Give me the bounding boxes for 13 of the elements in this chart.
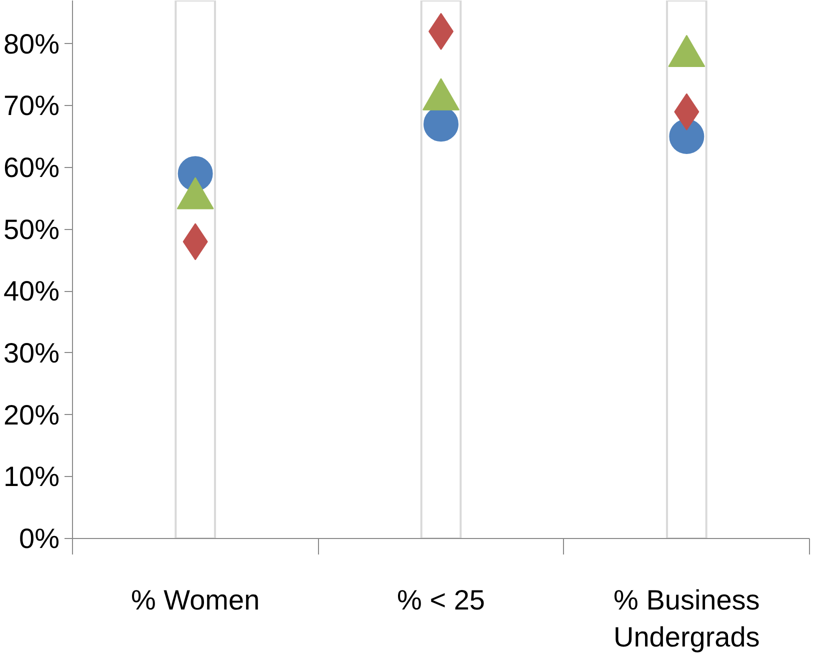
y-tick-label: 20% xyxy=(3,399,60,430)
y-tick-label: 0% xyxy=(19,523,60,554)
y-tick-label: 50% xyxy=(3,214,60,245)
x-tick-label: % < 25 xyxy=(397,584,485,616)
y-tick-label: 30% xyxy=(3,337,60,368)
y-tick-label: 80% xyxy=(3,28,60,60)
point xyxy=(669,119,704,154)
y-tick-label: 60% xyxy=(3,152,60,183)
y-tick-label: 70% xyxy=(3,90,60,122)
x-tick-label: % Business Undergrads xyxy=(614,584,760,653)
y-tick-label: 10% xyxy=(3,461,60,492)
x-tick-label: % Women xyxy=(131,584,260,616)
y-tick-label: 40% xyxy=(3,276,60,307)
